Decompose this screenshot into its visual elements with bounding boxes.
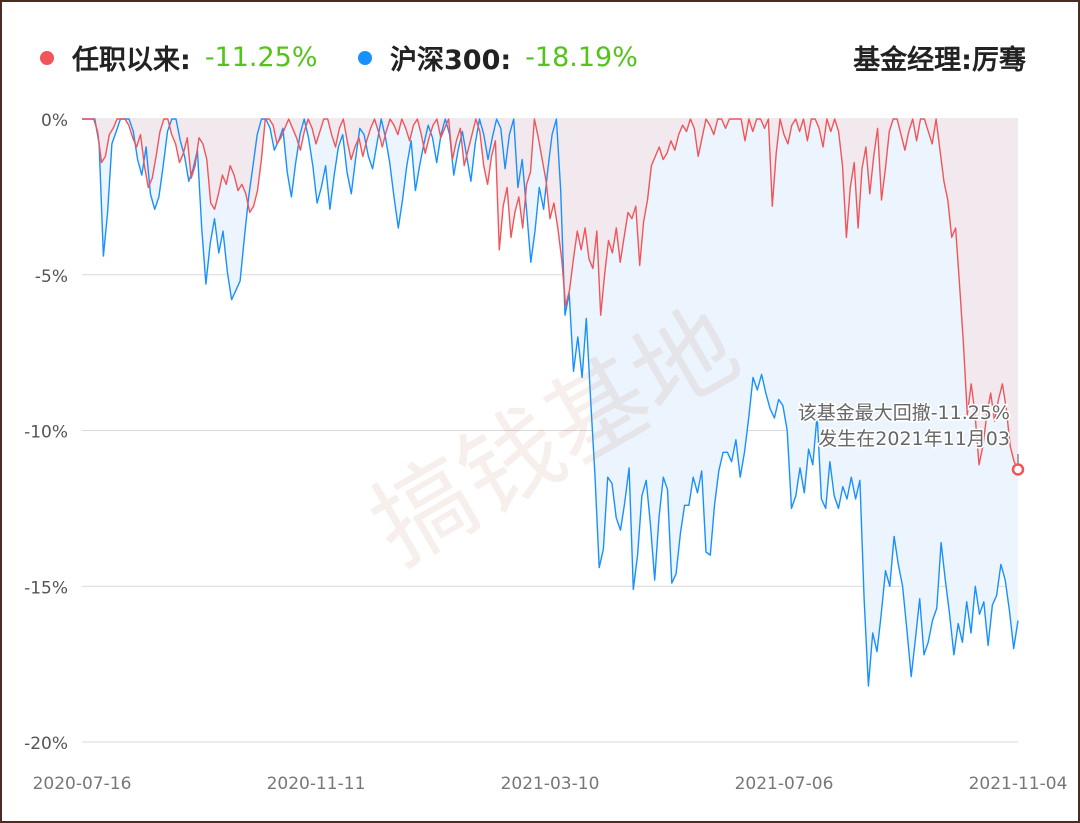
x-tick-label: 2021-07-06 [735, 774, 834, 794]
y-tick-label: -15% [24, 578, 68, 598]
fund-dot-icon [40, 50, 54, 65]
x-tick-label: 2021-03-10 [501, 774, 600, 794]
legend-item-fund[interactable]: 任职以来: -11.25% [40, 38, 318, 77]
x-tick-label: 2020-07-16 [33, 774, 132, 794]
fund-manager: 基金经理:厉骞 [853, 45, 1026, 76]
index-area [82, 119, 1018, 686]
y-axis: 0% -5% -10% -15% -20% [24, 111, 68, 754]
y-tick-label: -5% [35, 267, 68, 287]
fund-label: 任职以来: [72, 45, 191, 76]
series-lines [82, 118, 1019, 687]
fund-value: -11.25% [204, 42, 318, 73]
annotation-line-2: 发生在2021年11月03 [818, 428, 1010, 450]
y-tick-label: -10% [24, 423, 68, 443]
y-tick-label: 0% [41, 111, 68, 131]
fund-area [82, 119, 1018, 470]
max-drawdown-marker[interactable] [1011, 463, 1025, 476]
index-label: 沪深300: [390, 45, 512, 76]
index-value: -18.19% [525, 42, 638, 73]
fund-line [82, 118, 1019, 470]
x-axis: 2020-07-16 2020-11-11 2021-03-10 2021-07-06… [33, 774, 1068, 794]
y-tick-label: -20% [24, 734, 68, 754]
index-line [82, 118, 1019, 687]
legend-item-index[interactable]: 沪深300: -18.19% [358, 38, 638, 77]
annotation-line-1: 该基金最大回撤-11.25% [798, 402, 1010, 424]
x-tick-label: 2020-11-11 [267, 774, 366, 794]
legend: 任职以来: -11.25% 沪深300: -18.19% 基金经理:厉骞 [2, 2, 1078, 112]
areas [82, 119, 1018, 686]
index-dot-icon [358, 50, 372, 65]
max-drawdown-annotation: 该基金最大回撤-11.25% 发生在2021年11月03 [796, 401, 1025, 476]
x-tick-label: 2021-11-04 [969, 774, 1068, 794]
